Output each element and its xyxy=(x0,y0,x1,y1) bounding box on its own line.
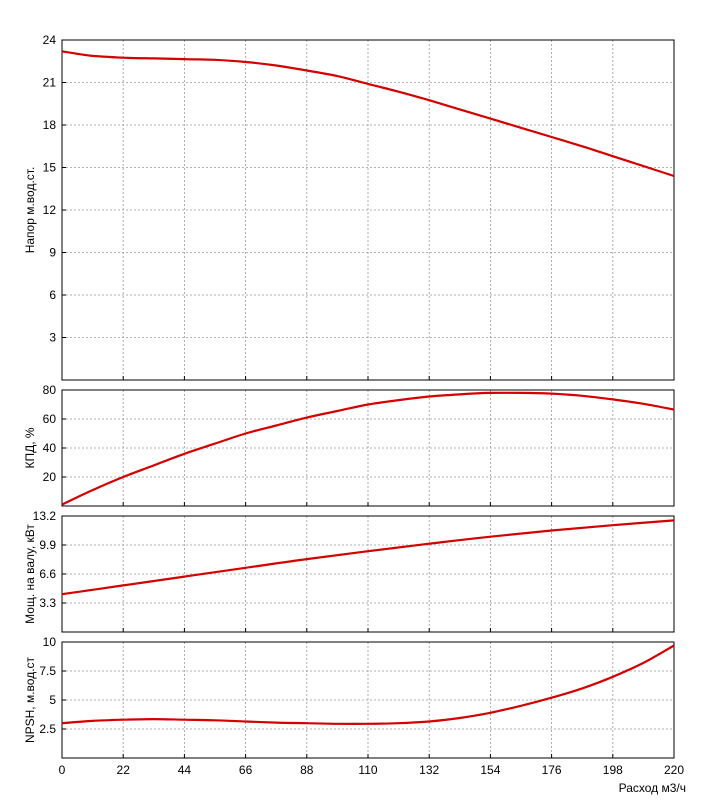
x-tick-label: 198 xyxy=(603,763,623,777)
x-tick-label: 132 xyxy=(419,763,439,777)
y-tick-label: 2.5 xyxy=(39,722,56,736)
y-tick-label: 60 xyxy=(43,412,57,426)
y-tick-label: 40 xyxy=(43,441,57,455)
y-tick-label: 7.5 xyxy=(39,664,56,678)
x-tick-label: 220 xyxy=(664,763,684,777)
x-axis-label: Расход м3/ч xyxy=(619,781,686,795)
series-curve xyxy=(61,50,675,178)
x-tick-label: 44 xyxy=(178,763,192,777)
y-tick-label: 80 xyxy=(43,383,57,397)
y-tick-label: 18 xyxy=(43,118,57,132)
panel-frame xyxy=(61,641,675,759)
y-tick-label: 6 xyxy=(49,288,56,302)
x-tick-label: 88 xyxy=(300,763,314,777)
x-tick-label: 22 xyxy=(117,763,131,777)
y-axis-label: NPSH, м.вод.ст xyxy=(23,656,37,743)
y-tick-label: 15 xyxy=(43,161,57,175)
x-tick-label: 176 xyxy=(542,763,562,777)
y-tick-label: 3 xyxy=(49,331,56,345)
panel-frame xyxy=(61,39,675,381)
y-tick-label: 9.9 xyxy=(39,538,56,552)
panel-frame xyxy=(61,515,675,633)
y-tick-label: 10 xyxy=(43,635,57,649)
x-tick-label: 0 xyxy=(59,763,66,777)
y-tick-label: 21 xyxy=(43,76,57,90)
y-axis-label: Мощ. на валу, кВт xyxy=(23,524,37,624)
series-curve xyxy=(61,391,675,506)
y-tick-label: 6.6 xyxy=(39,567,56,581)
x-tick-label: 110 xyxy=(358,763,377,777)
x-tick-label: 154 xyxy=(480,763,500,777)
series-curve xyxy=(61,519,675,596)
y-tick-label: 13.2 xyxy=(33,509,57,523)
y-tick-label: 24 xyxy=(43,33,57,47)
panel-frame xyxy=(61,389,675,507)
y-tick-label: 5 xyxy=(49,693,56,707)
series-curve xyxy=(61,644,675,725)
y-tick-label: 20 xyxy=(43,470,57,484)
x-tick-label: 66 xyxy=(239,763,253,777)
y-tick-label: 12 xyxy=(43,203,57,217)
y-axis-label: КПД, % xyxy=(23,427,37,468)
y-axis-label: Напор м.вод.ст. xyxy=(23,167,37,254)
y-tick-label: 9 xyxy=(49,246,56,260)
y-tick-label: 3.3 xyxy=(39,596,56,610)
